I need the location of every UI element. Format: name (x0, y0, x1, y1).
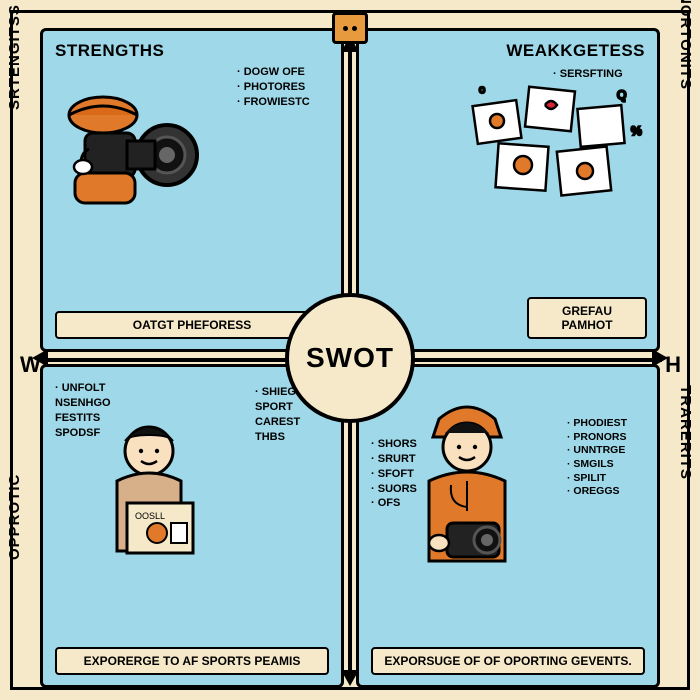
quadrant-strengths: STRENGTHS DOGW OFE PHOTORES FROWIESTC OA… (40, 28, 344, 352)
photographer-icon (57, 89, 207, 209)
side-label-right-top: NORTONITS (677, 0, 694, 90)
bullet: SMGILS (567, 458, 647, 472)
weaknesses-title: WEAKKGETESS (371, 41, 645, 61)
side-label-left-bot: OPPROTIC (6, 474, 23, 560)
arrow-left-icon (32, 349, 48, 367)
svg-text:o: o (479, 84, 485, 96)
strengths-title: STRENGTHS (55, 41, 329, 61)
arrow-right-icon (652, 349, 668, 367)
quadrant-opportunities: UNFOLT NSENHGO FESTITS SPODSF SHIEGE SPO… (40, 364, 344, 688)
bullet: UNNTRGE (567, 444, 647, 458)
side-label-left-top: SRTENGITSS (6, 4, 23, 110)
top-marker-icon (332, 12, 368, 44)
bullet: SPILIT (567, 472, 647, 486)
bullet: PHOTORES (237, 80, 327, 95)
arrow-down-icon (341, 670, 359, 686)
opportunities-caption: EXPORERGE TO AF SPORTS PEAMIS (55, 647, 329, 675)
bullet: PHODIEST (567, 417, 647, 431)
side-label-right-bot: TRARERITS (677, 385, 694, 480)
svg-text:%: % (631, 124, 642, 138)
threats-caption: EXPORSUGE OF OF OPORTING GEVENTS. (371, 647, 645, 675)
quadrant-weaknesses: WEAKKGETESS SERSFTING Q % o (356, 28, 660, 352)
weaknesses-caption: GREFAU PAMHOT (527, 297, 647, 339)
strengths-caption: OATGT PHEFORESS (55, 311, 329, 339)
bullet: PRONORS (567, 431, 647, 445)
quadrant-threats: SHORS SRURT SFOFT SUORS OFS PHODIEST PRO… (356, 364, 660, 688)
photo-stack-icon: Q % o (467, 79, 647, 219)
center-swot-label: SWOT (285, 293, 415, 423)
strengths-bullets: DOGW OFE PHOTORES FROWIESTC (237, 65, 327, 110)
svg-text:Q: Q (617, 88, 626, 102)
person-box-icon: OOSLL (67, 417, 217, 567)
bullet: DOGW OFE (237, 65, 327, 80)
bullet: OREGGS (567, 485, 647, 499)
threats-bullets-right: PHODIEST PRONORS UNNTRGE SMGILS SPILIT O… (567, 417, 647, 499)
person-camera-icon (389, 403, 539, 573)
bullet: FROWIESTC (237, 95, 327, 110)
svg-text:OOSLL: OOSLL (135, 511, 165, 521)
